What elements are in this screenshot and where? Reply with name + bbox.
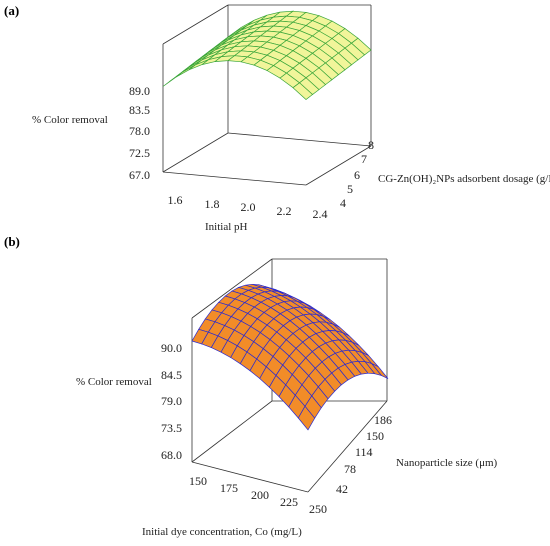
x-tick-a-0: 1.6 [168, 193, 183, 207]
y-tick-a-0: 4 [340, 196, 346, 210]
z-tick-b-79: 79.0 [161, 394, 182, 408]
y-tick-a-4: 8 [368, 138, 374, 152]
y-tick-b-0: 42 [336, 482, 348, 496]
y-tick-b-3: 150 [366, 429, 384, 443]
x-axis-title-b: Initial dye concentration, Co (mg/L) [142, 526, 302, 538]
z-axis-title-b: % Color removal [76, 376, 152, 388]
x-tick-b-1: 175 [220, 481, 238, 495]
z-tick-b-68: 68.0 [161, 448, 182, 462]
z-tick-a-89: 89.0 [129, 84, 150, 98]
z-tick-b-73: 73.5 [161, 421, 182, 435]
y-tick-b-2: 114 [355, 445, 373, 459]
z-tick-b-84: 84.5 [161, 368, 182, 382]
x-tick-b-4: 250 [309, 502, 327, 516]
surface-b [191, 283, 389, 431]
surface-cell [292, 82, 314, 100]
y-axis-title-b: Nanoparticle size (μm) [396, 457, 498, 469]
panel-b-label: (b) [4, 234, 20, 249]
panel-a-chart: 89.0 83.5 78.0 72.5 67.0 1.6 1.8 2.0 2.2… [32, 4, 550, 233]
z-tick-a-83: 83.5 [129, 103, 150, 117]
z-tick-a-72: 72.5 [129, 146, 150, 160]
z-tick-b-90: 90.0 [161, 341, 182, 355]
x-tick-a-1: 1.8 [205, 197, 220, 211]
y-tick-b-4: 186 [374, 413, 392, 427]
z-tick-a-78: 78.0 [129, 124, 150, 138]
z-axis-title-a: % Color removal [32, 114, 108, 126]
x-tick-b-0: 150 [189, 474, 207, 488]
y-axis-title-a: CG-Zn(OH)₂NPs adsorbent dosage (g/L) [378, 173, 550, 185]
x-tick-b-2: 200 [251, 488, 269, 502]
z-tick-a-67: 67.0 [129, 168, 150, 182]
y-tick-b-1: 78 [344, 462, 356, 476]
x-tick-a-3: 2.2 [277, 204, 292, 218]
y-tick-a-3: 7 [361, 152, 367, 166]
x-tick-a-4: 2.4 [313, 207, 328, 221]
y-tick-a-2: 6 [354, 168, 360, 182]
surface-a [162, 10, 372, 100]
panel-b-chart: 90.0 84.5 79.0 73.5 68.0 150 175 200 225… [76, 258, 498, 538]
surface-cell [297, 405, 316, 431]
panel-a-label: (a) [4, 3, 19, 18]
x-tick-b-3: 225 [280, 495, 298, 509]
y-tick-a-1: 5 [347, 182, 353, 196]
x-axis-title-a: Initial pH [205, 221, 248, 233]
x-tick-a-2: 2.0 [241, 200, 256, 214]
